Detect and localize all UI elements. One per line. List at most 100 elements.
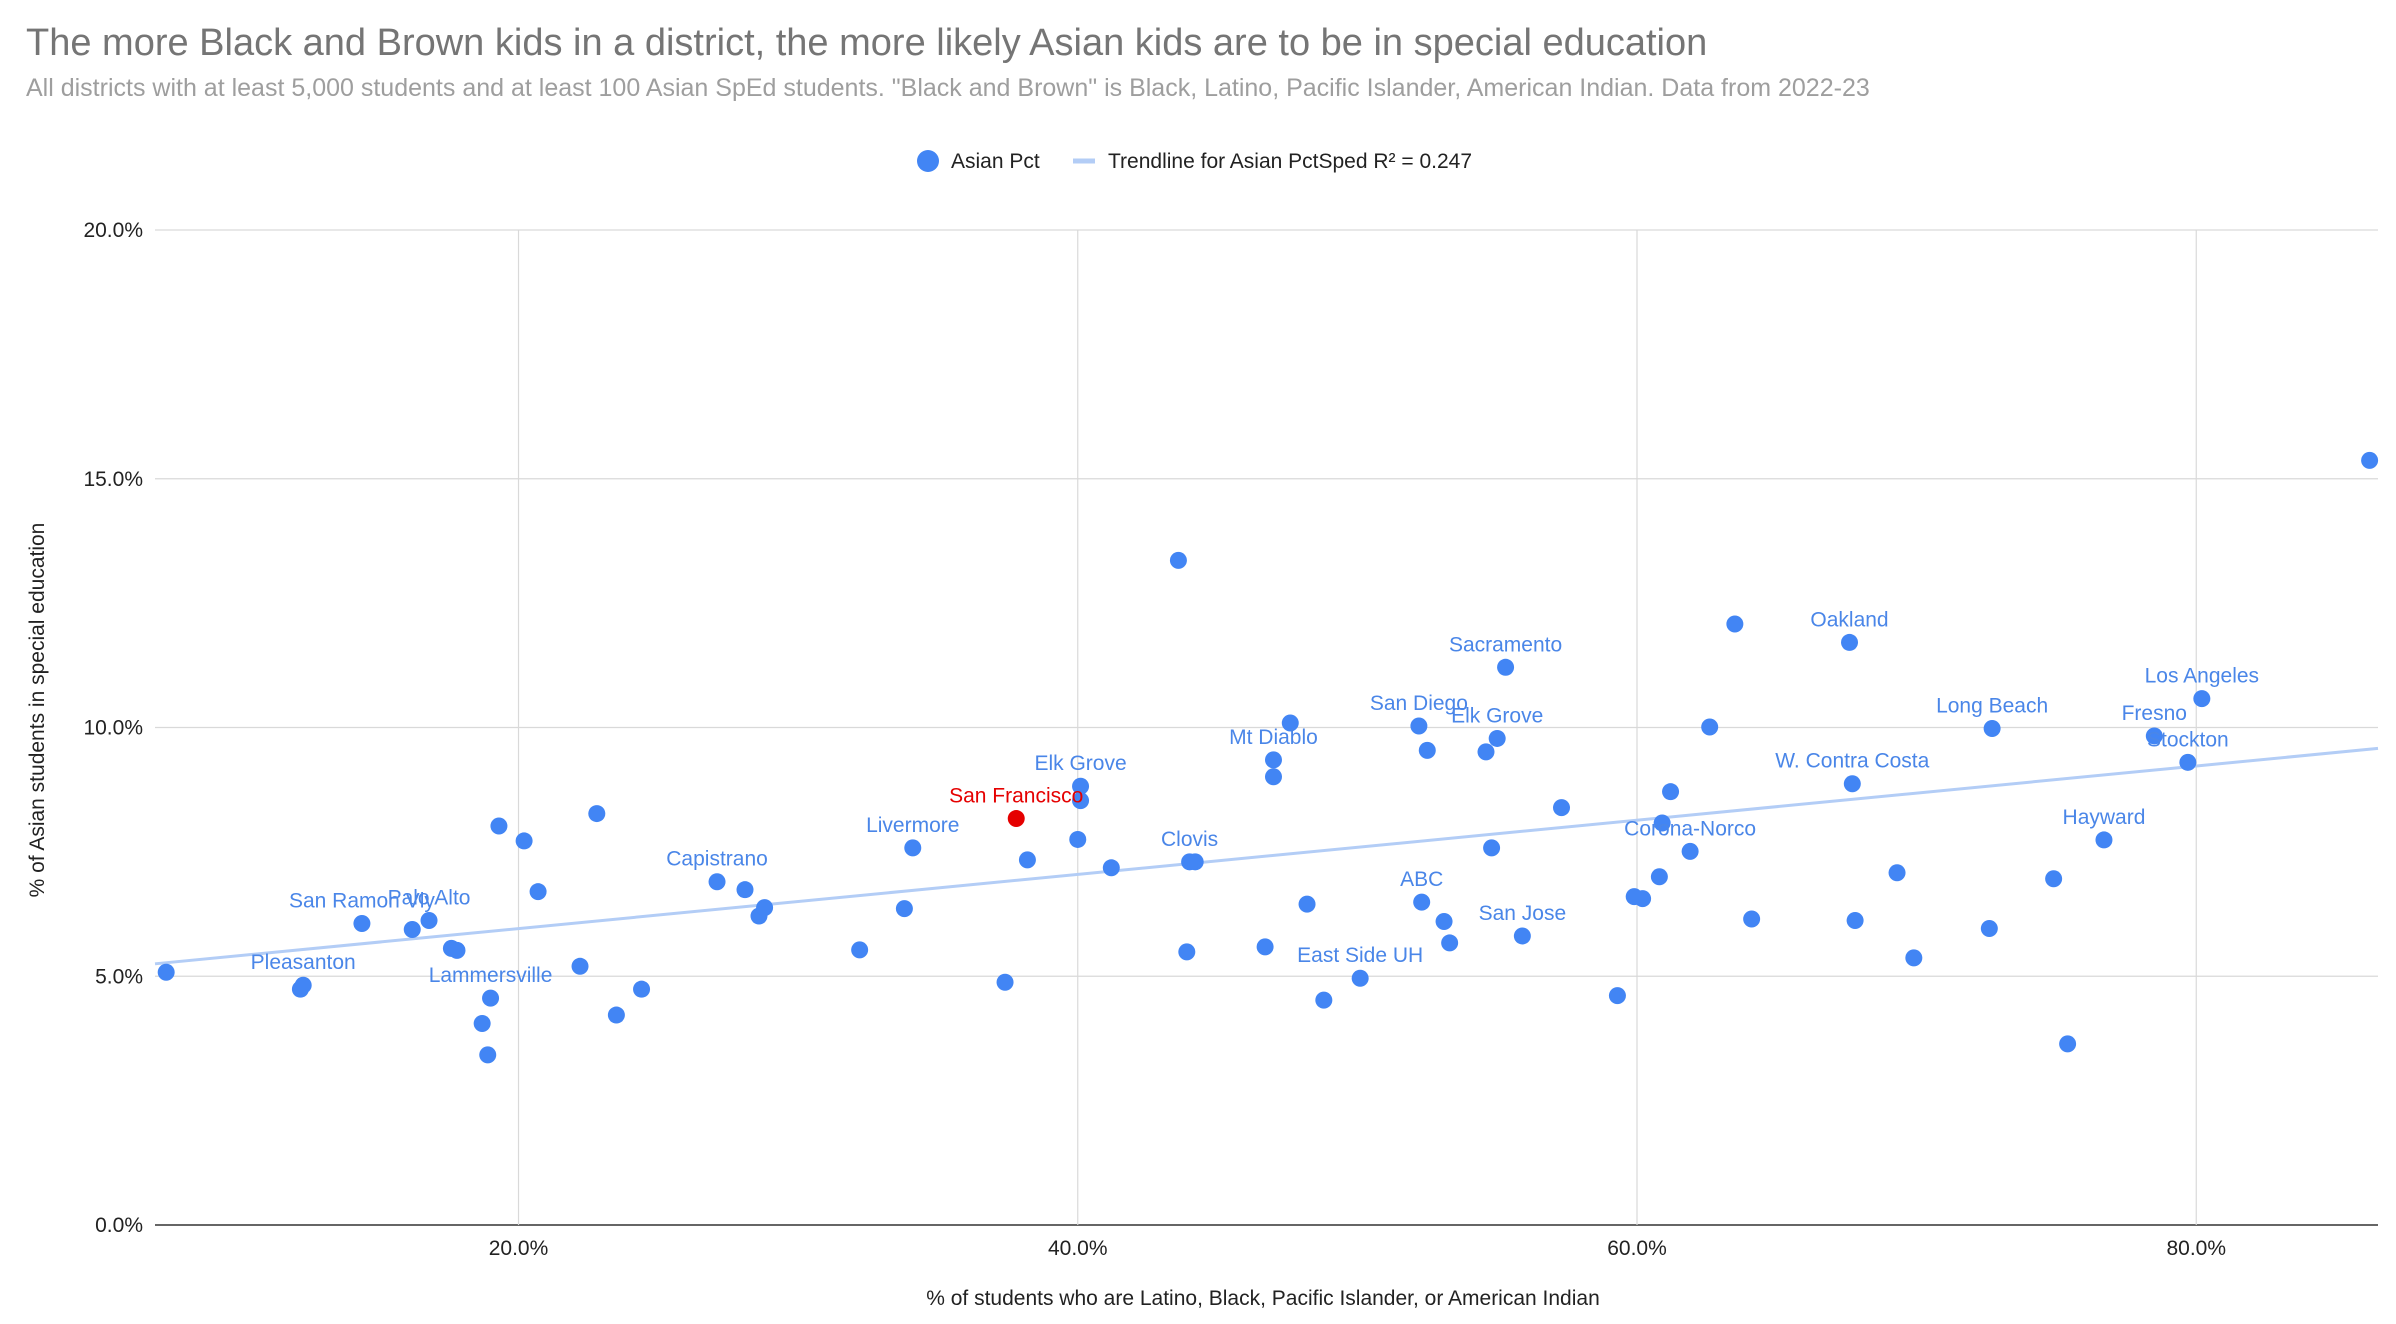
data-point xyxy=(1980,919,1998,937)
point-label: Elk Grove xyxy=(1451,704,1543,727)
trendline xyxy=(154,746,2379,966)
tick-labels: 0.0% 5.0% 10.0% 15.0% 20.0% 20.0% 40.0% 60.0% 80… xyxy=(83,219,2226,1260)
data-point xyxy=(529,883,547,901)
data-point xyxy=(1841,633,1859,651)
data-point xyxy=(1072,777,1090,795)
data-point xyxy=(1653,814,1671,832)
data-point xyxy=(2095,831,2113,849)
data-point xyxy=(2145,727,2163,745)
legend: Asian Pct Trendline for Asian PctSped R²… xyxy=(917,150,1472,173)
point-label: W. Contra Costa xyxy=(1775,750,1929,773)
data-point xyxy=(482,989,500,1007)
data-point xyxy=(1846,912,1864,930)
point-label: Palo Alto xyxy=(388,887,471,910)
point-label: Corona-Norco xyxy=(1624,817,1756,840)
data-point xyxy=(1726,615,1744,633)
data-point xyxy=(1072,792,1090,810)
y-tick-label: 15.0% xyxy=(83,468,143,491)
data-point xyxy=(1553,799,1571,817)
data-point xyxy=(1418,741,1436,759)
data-point xyxy=(515,832,533,850)
data-point xyxy=(1264,768,1282,786)
point-label: Mt Diablo xyxy=(1229,726,1318,749)
x-tick-label: 80.0% xyxy=(2166,1237,2226,1260)
data-point xyxy=(756,899,774,917)
y-axis-title: % of Asian students in special education xyxy=(26,523,49,898)
data-point xyxy=(1681,842,1699,860)
data-point xyxy=(571,957,589,975)
data-point xyxy=(1413,893,1431,911)
data-point xyxy=(490,817,508,835)
y-tick-label: 20.0% xyxy=(83,219,143,242)
legend-label-trendline: Trendline for Asian PctSped R² = 0.247 xyxy=(1108,150,1472,173)
data-point xyxy=(1186,853,1204,871)
data-point xyxy=(904,839,922,857)
point-label: Stockton xyxy=(2147,728,2229,751)
data-point xyxy=(1650,868,1668,886)
data-point xyxy=(1441,934,1459,952)
point-label: Sacramento xyxy=(1449,633,1562,656)
point-label: Clovis xyxy=(1161,828,1218,851)
data-point xyxy=(851,941,869,959)
data-point xyxy=(479,1046,497,1064)
x-tick-label: 40.0% xyxy=(1048,1237,1108,1260)
point-label: Los Angeles xyxy=(2145,665,2259,688)
data-point xyxy=(2179,753,2197,771)
chart-subtitle: All districts with at least 5,000 studen… xyxy=(26,74,1870,102)
data-point xyxy=(1410,717,1428,735)
data-point xyxy=(1888,864,1906,882)
data-point xyxy=(1483,839,1501,857)
data-point xyxy=(2045,870,2063,888)
data-point xyxy=(1281,714,1299,732)
point-label: Livermore xyxy=(866,814,959,837)
point-label: Long Beach xyxy=(1936,694,2048,717)
data-point xyxy=(1488,729,1506,747)
data-point xyxy=(996,973,1014,991)
point-label: Fresno xyxy=(2122,702,2187,725)
data-point xyxy=(1178,943,1196,961)
data-point xyxy=(2361,451,2379,469)
data-point xyxy=(1513,927,1531,945)
point-label: Oakland xyxy=(1810,608,1888,631)
data-point xyxy=(1983,719,2001,737)
data-point xyxy=(294,976,312,994)
data-point xyxy=(1169,551,1187,569)
data-point xyxy=(1264,751,1282,769)
data-point xyxy=(895,900,913,918)
point-label: Capistrano xyxy=(666,848,768,871)
point-label: Hayward xyxy=(2063,806,2146,829)
data-point xyxy=(607,1006,625,1024)
data-point xyxy=(1743,910,1761,928)
data-point xyxy=(2193,690,2211,708)
data-point xyxy=(1315,991,1333,1009)
data-point xyxy=(2059,1035,2077,1053)
data-point xyxy=(708,873,726,891)
data-point xyxy=(1102,859,1120,877)
data-point xyxy=(353,915,371,933)
grid xyxy=(155,229,2378,1226)
point-label: East Side UH xyxy=(1297,944,1423,967)
legend-point-icon xyxy=(917,150,939,172)
data-point xyxy=(1256,938,1274,956)
data-point xyxy=(588,805,606,823)
data-point xyxy=(157,963,175,981)
data-point xyxy=(1018,851,1036,869)
data-point xyxy=(1477,743,1495,761)
y-tick-label: 5.0% xyxy=(95,965,143,988)
x-tick-label: 60.0% xyxy=(1607,1237,1667,1260)
point-label: San Diego xyxy=(1370,692,1468,715)
legend-label-points: Asian Pct xyxy=(951,150,1040,173)
trendline-layer xyxy=(154,746,2379,966)
data-point xyxy=(1007,810,1025,828)
data-point xyxy=(1608,987,1626,1005)
data-point xyxy=(403,920,421,938)
data-point xyxy=(1843,775,1861,793)
data-point xyxy=(1662,783,1680,801)
y-tick-label: 10.0% xyxy=(83,717,143,740)
x-axis-title: % of students who are Latino, Black, Pac… xyxy=(926,1287,1600,1310)
data-point xyxy=(448,941,466,959)
point-label: San Francisco xyxy=(949,785,1083,808)
data-point xyxy=(473,1015,491,1033)
point-label: San Jose xyxy=(1479,902,1567,925)
